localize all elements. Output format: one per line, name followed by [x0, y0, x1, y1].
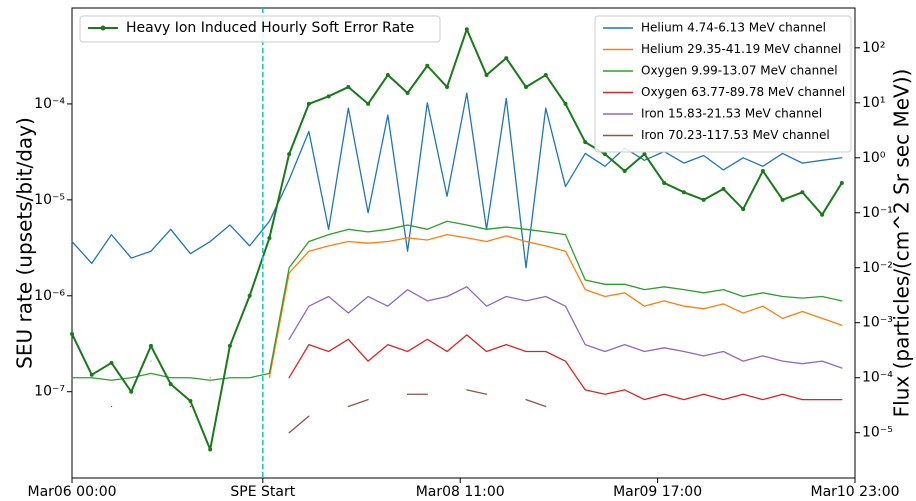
legend-marker: [100, 25, 106, 31]
point: [839, 180, 844, 185]
series-line: [71, 92, 843, 269]
y-tick-label: 10⁻⁷: [34, 384, 65, 400]
point: [701, 197, 706, 202]
legend-label: Helium 4.74-6.13 MeV channel: [641, 21, 826, 35]
point: [208, 447, 213, 452]
point: [445, 85, 450, 90]
y2-tick-label: 10¹: [862, 95, 885, 111]
point: [622, 168, 627, 173]
x-tick-label: SPE Start: [230, 484, 295, 500]
point: [366, 101, 371, 106]
y2-tick-label: 10⁻⁴: [862, 370, 893, 386]
point: [602, 152, 607, 157]
series-line: [71, 28, 843, 451]
y2-tick-label: 10⁻¹: [862, 205, 893, 221]
y-tick-label: 10⁻⁶: [34, 288, 65, 304]
point: [287, 152, 292, 157]
point: [524, 85, 529, 90]
legend-label: Oxygen 9.99-13.07 MeV channel: [641, 64, 838, 78]
series-line: [110, 334, 843, 408]
y-tick-label: 10⁻⁵: [34, 192, 65, 208]
point: [780, 197, 785, 202]
series-line: [288, 286, 843, 369]
point: [326, 94, 331, 99]
y2-tick-label: 10⁻²: [862, 260, 893, 276]
point: [681, 190, 686, 195]
y2-tick-label: 10⁻³: [862, 315, 893, 331]
x-tick-label: Mar10 23:00: [810, 484, 899, 500]
point: [346, 85, 351, 90]
legend-label: Iron 70.23-117.53 MeV channel: [641, 128, 830, 142]
y-tick-label: 10⁻⁴: [34, 96, 65, 112]
y2-axis-label: Flux (particles/(cm^2 Sr sec MeV)): [890, 69, 914, 418]
point: [129, 389, 134, 394]
point: [425, 63, 430, 68]
point: [760, 168, 765, 173]
point: [385, 73, 390, 78]
point: [464, 27, 469, 32]
legend-box: [79, 15, 441, 43]
point: [800, 190, 805, 195]
x-tick-label: Mar06 00:00: [27, 484, 116, 500]
point: [70, 331, 74, 336]
y2-tick-label: 10⁰: [862, 150, 886, 166]
point: [504, 56, 509, 61]
legend-label: Heavy Ion Induced Hourly Soft Error Rate: [126, 20, 414, 36]
point: [247, 293, 252, 298]
point: [563, 101, 568, 106]
point: [721, 186, 726, 191]
point: [188, 398, 193, 403]
y2-tick-label: 10⁻⁵: [862, 425, 893, 441]
point: [543, 73, 548, 78]
point: [820, 212, 825, 217]
legend-label: Iron 15.83-21.53 MeV channel: [641, 107, 822, 121]
y-axis-label: SEU rate (upsets/bit/day): [13, 117, 37, 369]
legend-label: Helium 29.35-41.19 MeV channel: [641, 42, 841, 56]
point: [89, 372, 94, 377]
y2-tick-label: 10²: [862, 40, 885, 56]
x-tick-label: Mar08 11:00: [416, 484, 505, 500]
series-line: [71, 220, 843, 381]
series-line: [288, 389, 547, 434]
x-tick-label: Mar09 17:00: [613, 484, 702, 500]
point: [168, 382, 173, 387]
legend-box: [594, 15, 852, 153]
point: [405, 90, 410, 95]
point: [306, 101, 311, 106]
point: [583, 140, 588, 145]
point: [741, 207, 746, 212]
point: [227, 343, 232, 348]
point: [267, 236, 272, 241]
point: [109, 360, 114, 365]
point: [662, 180, 667, 185]
legend-label: Oxygen 63.77-89.78 MeV channel: [641, 85, 845, 99]
point: [148, 343, 153, 348]
point: [484, 73, 489, 78]
point: [642, 152, 647, 157]
